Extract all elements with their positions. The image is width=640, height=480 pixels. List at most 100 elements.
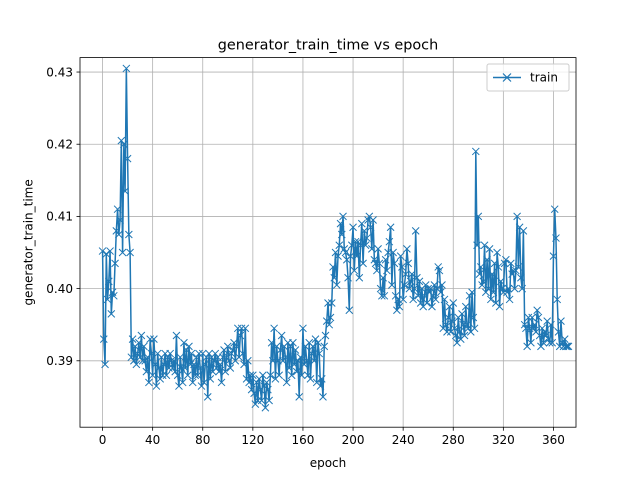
x-tick-label: 360 — [542, 433, 565, 447]
data-point — [403, 245, 411, 253]
data-point — [226, 364, 235, 372]
data-point — [320, 342, 329, 351]
x-axis-label: epoch — [310, 456, 347, 470]
data-point — [251, 400, 260, 408]
data-point — [245, 378, 253, 387]
data-point — [483, 255, 491, 264]
data-point — [148, 371, 157, 380]
data-point — [170, 356, 178, 365]
data-point — [374, 245, 382, 253]
data-point — [383, 266, 391, 275]
data-point — [171, 367, 180, 376]
data-point — [196, 364, 205, 372]
data-point — [459, 320, 468, 329]
data-point — [393, 306, 401, 315]
data-point — [408, 270, 416, 279]
data-point — [267, 338, 276, 347]
data-point — [507, 259, 515, 268]
data-point — [530, 320, 539, 329]
data-point — [205, 349, 213, 358]
data-point — [241, 324, 250, 333]
data-point — [123, 154, 132, 163]
data-point — [341, 248, 350, 257]
data-point — [146, 335, 154, 343]
data-point — [236, 331, 245, 340]
data-point — [470, 324, 479, 333]
data-point — [336, 219, 345, 228]
data-point — [247, 385, 256, 394]
data-point — [337, 230, 346, 239]
data-point — [109, 291, 118, 300]
data-point — [215, 367, 223, 376]
data-point — [317, 374, 326, 383]
data-point — [315, 349, 324, 358]
data-point — [485, 245, 494, 253]
x-tick-label: 0 — [99, 433, 107, 447]
data-point — [398, 263, 406, 271]
data-point — [183, 371, 192, 380]
data-point — [420, 291, 429, 300]
data-point — [476, 263, 485, 271]
data-point — [524, 313, 533, 322]
data-point — [116, 216, 124, 224]
data-point — [309, 342, 317, 351]
data-point — [114, 230, 123, 239]
data-point — [525, 324, 534, 333]
data-point — [138, 356, 147, 365]
data-point — [396, 252, 405, 260]
data-point — [248, 371, 257, 380]
data-point — [261, 403, 270, 412]
data-point — [391, 291, 400, 300]
data-point — [104, 277, 113, 286]
data-point — [107, 310, 116, 318]
data-point — [360, 226, 369, 235]
data-point — [560, 335, 569, 343]
data-point — [319, 393, 327, 401]
data-point — [550, 205, 559, 214]
data-point — [366, 223, 375, 232]
data-point — [325, 320, 334, 329]
chart-title: generator_train_time vs epoch — [218, 38, 438, 54]
data-point — [522, 324, 530, 333]
data-point — [378, 291, 386, 300]
data-point — [464, 324, 473, 333]
data-point — [406, 277, 415, 286]
data-point — [297, 371, 306, 380]
data-point — [287, 371, 296, 380]
data-point — [266, 371, 275, 380]
data-point — [119, 140, 128, 149]
data-point — [306, 374, 315, 383]
data-point — [399, 295, 408, 304]
data-point — [99, 335, 108, 343]
data-point — [218, 353, 227, 362]
data-point — [539, 338, 548, 347]
legend-marker-x-icon — [502, 73, 512, 82]
data-point — [423, 299, 431, 307]
data-point — [413, 273, 421, 282]
data-point — [513, 212, 521, 221]
data-point — [254, 396, 262, 405]
data-point — [102, 250, 111, 258]
data-point — [535, 331, 544, 340]
data-point — [233, 324, 242, 333]
data-point — [549, 252, 558, 260]
data-point — [450, 324, 459, 333]
data-point — [178, 378, 187, 387]
data-point — [316, 382, 325, 390]
data-point — [469, 313, 478, 322]
data-point — [494, 263, 503, 271]
data-point — [465, 291, 474, 300]
data-point — [217, 378, 226, 387]
data-point — [354, 237, 362, 246]
data-point — [415, 277, 424, 286]
data-point — [411, 226, 420, 235]
data-point — [381, 255, 390, 264]
data-point — [121, 187, 129, 196]
legend: train — [486, 63, 570, 92]
data-point — [101, 360, 109, 369]
data-point — [460, 331, 469, 340]
data-point — [481, 288, 490, 297]
data-point — [331, 248, 340, 257]
data-point — [421, 281, 430, 289]
data-point — [352, 252, 361, 260]
